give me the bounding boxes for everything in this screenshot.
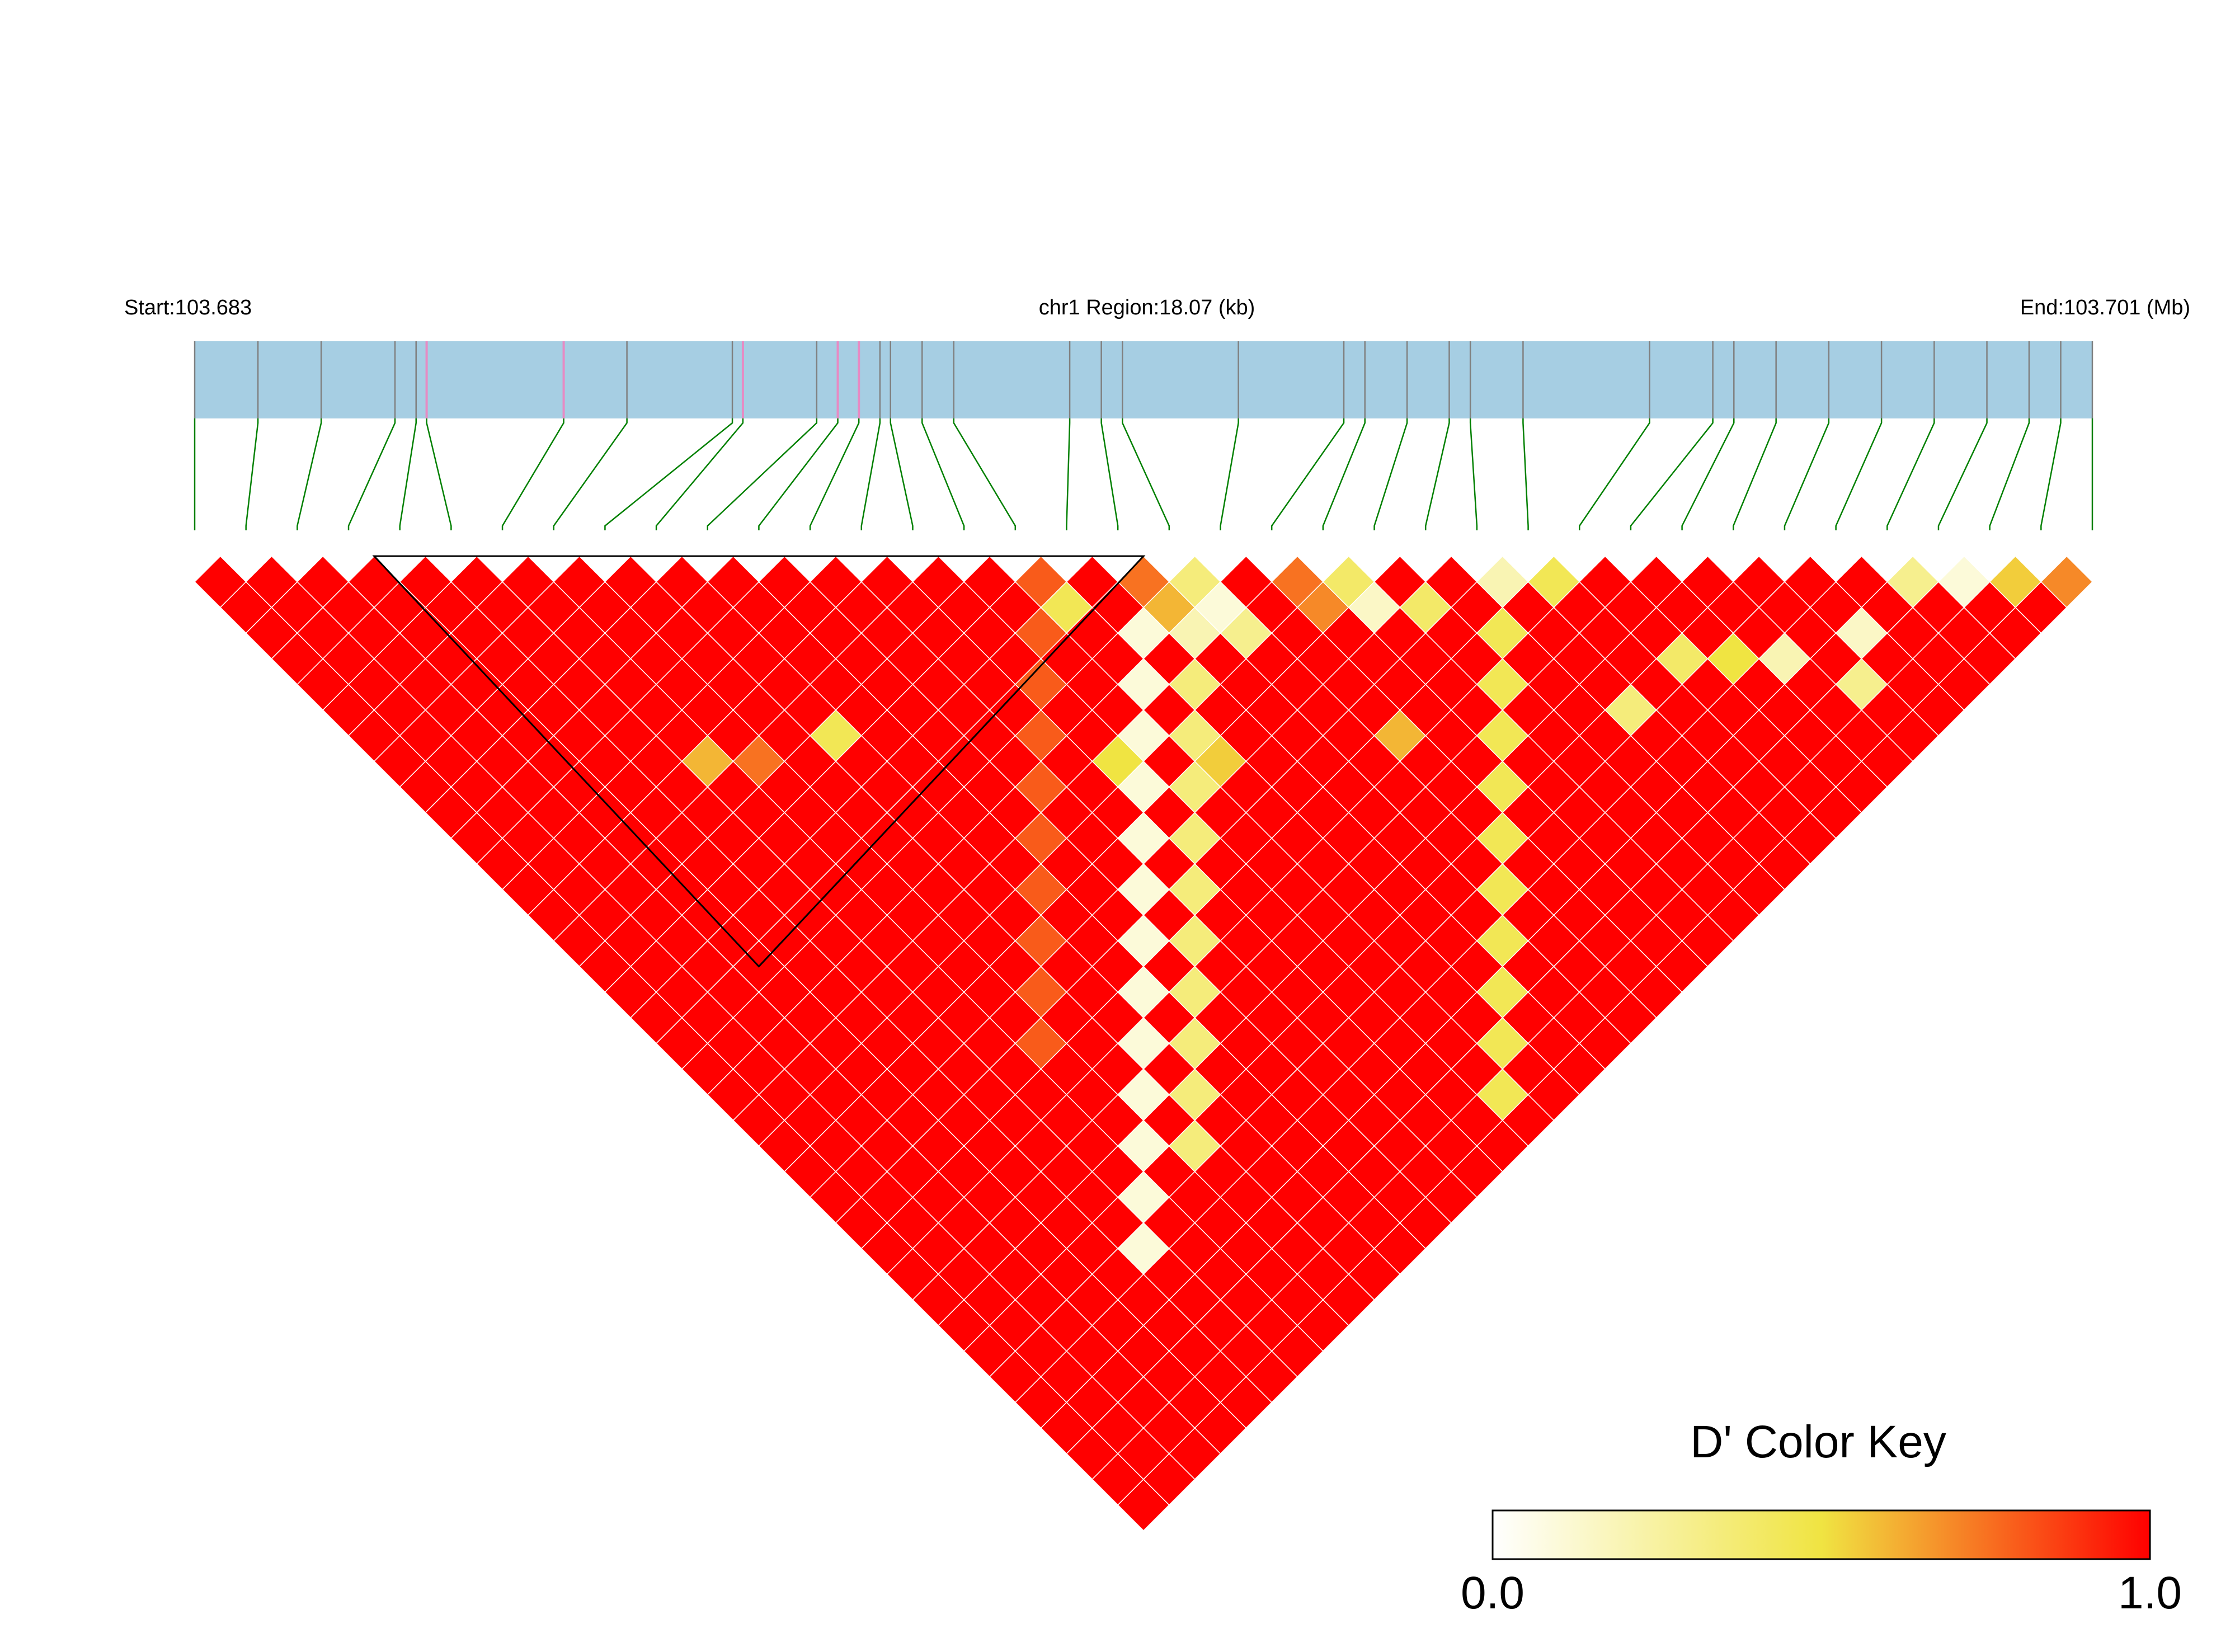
snp-connector-33 <box>1835 418 1883 530</box>
snp-connector-37 <box>2040 418 2062 530</box>
snp-connector-11 <box>707 418 818 530</box>
snp-connector-10 <box>655 418 744 530</box>
snp-connector-12 <box>758 418 839 530</box>
haplotype-block-1 <box>372 555 1146 968</box>
snp-connector-24 <box>1373 418 1408 530</box>
snp-connector-2 <box>245 418 259 530</box>
snp-connector-32 <box>1784 418 1830 530</box>
snp-connector-9 <box>604 418 733 530</box>
chromosome-region-track <box>195 341 2092 418</box>
snp-position-lines <box>194 341 2093 418</box>
color-key-gradient-bar <box>1491 1509 2151 1560</box>
ld-matrix-cells <box>194 556 2093 1532</box>
snp-connector-20 <box>1122 418 1170 530</box>
snp-connector-17 <box>953 418 1017 530</box>
snp-connector-34 <box>1886 418 1935 530</box>
snp-connector-26 <box>1469 418 1478 530</box>
snp-connector-21 <box>1220 418 1239 530</box>
haplotype-block-outlines <box>372 555 1146 968</box>
snp-connector-14 <box>860 418 881 530</box>
color-key-max-label: 1.0 <box>2118 1568 2182 1618</box>
color-key-min-label: 0.0 <box>1461 1568 1524 1618</box>
snp-connector-3 <box>297 418 322 530</box>
snp-connector-30 <box>1681 418 1735 530</box>
snp-connector-18 <box>1066 418 1071 530</box>
snp-connector-36 <box>1989 418 2030 530</box>
snp-connector-27 <box>1522 418 1529 530</box>
snp-connector-5 <box>399 418 417 530</box>
snp-connector-23 <box>1322 418 1366 530</box>
snp-connector-8 <box>553 418 628 530</box>
color-key-title: D' Color Key <box>1690 1416 1946 1467</box>
snp-connector-16 <box>921 418 965 530</box>
start-label: Start:103.683 <box>124 296 252 319</box>
end-label: End:103.701 (Mb) <box>2020 296 2190 319</box>
snp-connector-22 <box>1271 418 1345 530</box>
snp-connector-31 <box>1733 418 1777 530</box>
snp-connector-15 <box>890 418 914 530</box>
ld-cell-37-38 <box>2040 556 2093 608</box>
snp-connector-25 <box>1424 418 1450 530</box>
snp-connector-lines <box>194 418 2093 530</box>
snp-connector-19 <box>1100 418 1119 530</box>
region-label: chr1 Region:18.07 (kb) <box>1039 296 1255 319</box>
snp-connector-4 <box>347 418 396 530</box>
snp-connector-28 <box>1578 418 1650 530</box>
snp-connector-7 <box>501 418 564 530</box>
snp-connector-6 <box>426 418 452 530</box>
snp-connector-29 <box>1630 418 1714 530</box>
snp-connector-35 <box>1937 418 1988 530</box>
snp-connector-13 <box>809 418 860 530</box>
